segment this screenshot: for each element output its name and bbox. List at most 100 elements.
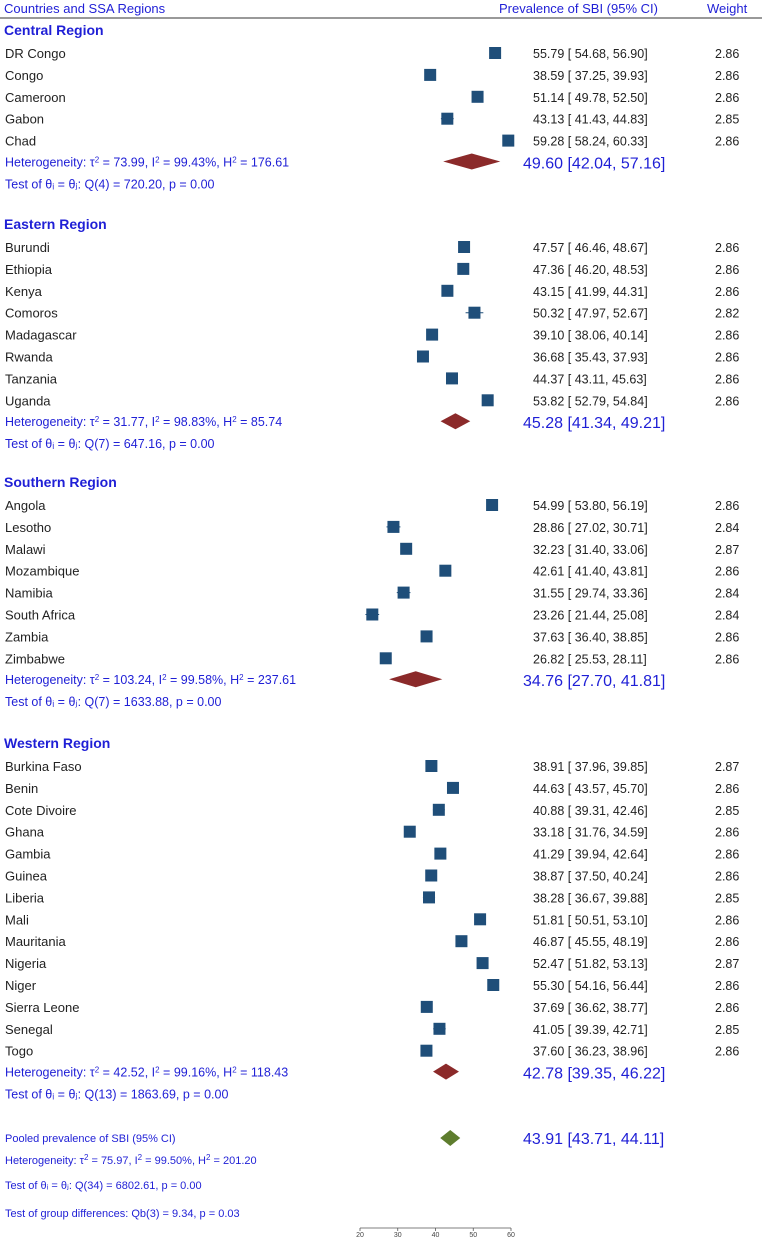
study-label: Niger — [5, 978, 37, 993]
group-test: Test of θᵢ = θⱼ: Q(13) = 1863.69, p = 0.… — [5, 1088, 228, 1102]
group-heading: Central Region — [4, 22, 104, 38]
study-marker — [420, 1044, 433, 1057]
study-marker — [397, 586, 410, 599]
study-ci-text: 37.60 [ 36.23, 38.96] — [533, 1045, 648, 1059]
study-weight: 2.86 — [715, 263, 739, 277]
study-marker — [471, 90, 484, 103]
study-weight: 2.86 — [715, 630, 739, 644]
study-weight: 2.86 — [715, 329, 739, 343]
study-ci-text: 28.86 [ 27.02, 30.71] — [533, 521, 648, 535]
study-marker — [474, 913, 487, 926]
study-ci-text: 44.63 [ 43.57, 45.70] — [533, 782, 648, 796]
study-marker — [446, 781, 459, 794]
study-weight: 2.86 — [715, 565, 739, 579]
study-label: Kenya — [5, 284, 43, 299]
study-ci-text: 54.99 [ 53.80, 56.19] — [533, 499, 648, 513]
subtotal-estimate: 34.76 [27.70, 41.81] — [523, 673, 665, 690]
x-tick-label: 30 — [394, 1232, 402, 1239]
study-marker — [416, 350, 429, 363]
study-label: Malawi — [5, 542, 46, 557]
x-tick-label: 40 — [432, 1232, 440, 1239]
study-ci-text: 37.63 [ 36.40, 38.85] — [533, 630, 648, 644]
study-marker — [481, 394, 494, 407]
forest-body: Central Region DR Congo 55.79 [ 54.68, 56.… — [4, 22, 739, 1239]
study-label: Rwanda — [5, 350, 53, 365]
study-weight: 2.86 — [715, 351, 739, 365]
study-weight: 2.86 — [715, 372, 739, 386]
study-ci-text: 43.15 [ 41.99, 44.31] — [533, 285, 648, 299]
study-label: Gabon — [5, 112, 44, 127]
study-weight: 2.86 — [715, 47, 739, 61]
overall-diamond — [440, 1130, 461, 1146]
study-label: Lesotho — [5, 520, 51, 535]
study-label: Benin — [5, 781, 38, 796]
study-marker — [420, 1000, 433, 1013]
study-marker — [432, 803, 445, 816]
overall-test: Test of θᵢ = θⱼ: Q(34) = 6802.61, p = 0.… — [5, 1180, 202, 1192]
study-weight: 2.87 — [715, 957, 739, 971]
study-weight: 2.86 — [715, 979, 739, 993]
study-label: Guinea — [5, 869, 48, 884]
study-ci-text: 51.14 [ 49.78, 52.50] — [533, 91, 648, 105]
study-label: Togo — [5, 1044, 33, 1059]
subtotal-diamond — [440, 413, 471, 430]
study-weight: 2.84 — [715, 609, 739, 623]
study-ci-text: 32.23 [ 31.40, 33.06] — [533, 543, 648, 557]
study-marker — [379, 652, 392, 665]
study-weight: 2.86 — [715, 499, 739, 513]
study-weight: 2.84 — [715, 521, 739, 535]
study-ci-text: 40.88 [ 39.31, 42.46] — [533, 804, 648, 818]
subtotal-diamond — [433, 1063, 459, 1080]
study-marker — [458, 241, 471, 253]
study-weight: 2.86 — [715, 782, 739, 796]
study-label: Senegal — [5, 1022, 53, 1037]
study-ci-text: 55.30 [ 54.16, 56.44] — [533, 979, 648, 993]
x-tick-label: 20 — [356, 1232, 364, 1239]
subtotal-estimate: 42.78 [39.35, 46.22] — [523, 1066, 665, 1083]
x-tick-label: 60 — [507, 1232, 515, 1239]
study-weight: 2.86 — [715, 848, 739, 862]
study-marker — [420, 630, 433, 643]
study-label: Zambia — [5, 629, 49, 644]
study-ci-text: 38.28 [ 36.67, 39.88] — [533, 891, 648, 905]
study-ci-text: 37.69 [ 36.62, 38.77] — [533, 1001, 648, 1015]
study-label: Ghana — [5, 825, 45, 840]
study-label: Comoros — [5, 306, 58, 321]
study-ci-text: 47.57 [ 46.46, 48.67] — [533, 241, 648, 255]
study-weight: 2.86 — [715, 394, 739, 408]
study-marker — [487, 979, 500, 991]
study-ci-text: 47.36 [ 46.20, 48.53] — [533, 263, 648, 277]
study-label: Gambia — [5, 847, 51, 862]
subtotal-estimate: 49.60 [42.04, 57.16] — [523, 156, 665, 173]
study-label: Burundi — [5, 240, 50, 255]
study-label: South Africa — [5, 608, 76, 623]
study-label: Namibia — [5, 586, 53, 601]
study-weight: 2.85 — [715, 804, 739, 818]
study-marker — [387, 520, 400, 533]
study-ci-text: 38.59 [ 37.25, 39.93] — [533, 69, 648, 83]
study-weight: 2.86 — [715, 652, 739, 666]
study-label: Congo — [5, 68, 43, 83]
group-test: Test of θᵢ = θⱼ: Q(7) = 1633.88, p = 0.0… — [5, 695, 221, 709]
study-weight: 2.86 — [715, 241, 739, 255]
study-ci-text: 31.55 [ 29.74, 33.36] — [533, 587, 648, 601]
study-ci-text: 39.10 [ 38.06, 40.14] — [533, 329, 648, 343]
study-label: Angola — [5, 498, 46, 513]
study-marker — [423, 891, 436, 904]
study-label: Cameroon — [5, 90, 66, 105]
subtotal-diamond — [443, 153, 501, 170]
study-weight: 2.85 — [715, 891, 739, 905]
study-marker — [455, 935, 468, 948]
study-label: Mauritania — [5, 934, 66, 949]
study-ci-text: 52.47 [ 51.82, 53.13] — [533, 957, 648, 971]
study-ci-text: 42.61 [ 41.40, 43.81] — [533, 565, 648, 579]
study-marker — [468, 306, 481, 319]
study-marker — [403, 825, 416, 838]
header-weight: Weight — [707, 1, 748, 16]
study-label: Mali — [5, 912, 29, 927]
study-weight: 2.86 — [715, 935, 739, 949]
study-label: Chad — [5, 134, 36, 149]
study-label: Sierra Leone — [5, 1000, 79, 1015]
study-ci-text: 46.87 [ 45.55, 48.19] — [533, 935, 648, 949]
study-marker — [457, 262, 470, 275]
